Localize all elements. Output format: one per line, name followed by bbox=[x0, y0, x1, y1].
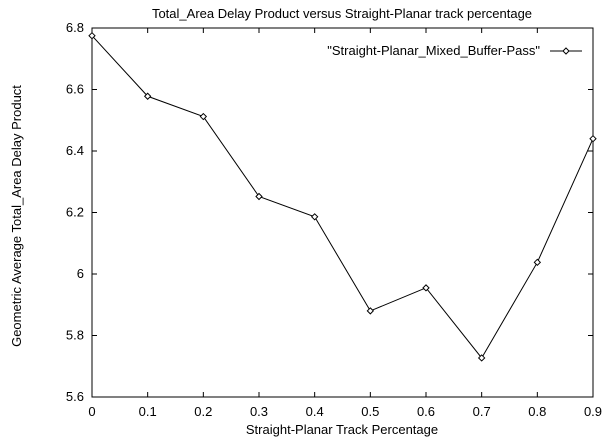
axis-ticks: 0 0.1 0.2 0.3 0.4 0.5 0.6 0.7 0.8 0.9 5.6 5.8 6 6.2 6.… bbox=[66, 20, 602, 419]
y-tick-label: 6 bbox=[77, 266, 84, 281]
data-point bbox=[310, 213, 319, 221]
x-axis-label: Straight-Planar Track Percentage bbox=[246, 422, 438, 437]
x-tick-label: 0.1 bbox=[139, 404, 157, 419]
y-tick-label: 5.8 bbox=[66, 328, 84, 343]
x-tick-label: 0.6 bbox=[417, 404, 435, 419]
data-point bbox=[199, 112, 208, 121]
data-point bbox=[589, 134, 597, 143]
data-point bbox=[533, 258, 542, 267]
x-tick-label: 0.7 bbox=[473, 404, 491, 419]
y-tick-label: 6.8 bbox=[66, 20, 84, 35]
data-point bbox=[88, 31, 96, 40]
y-tick-label: 6.4 bbox=[66, 143, 84, 158]
y-tick-label: 6.2 bbox=[66, 205, 84, 220]
legend-entry-label: "Straight-Planar_Mixed_Buffer-Pass" bbox=[327, 43, 540, 58]
data-point bbox=[477, 354, 486, 362]
data-point bbox=[422, 284, 430, 292]
data-point bbox=[255, 192, 263, 201]
y-tick-label: 6.6 bbox=[66, 82, 84, 97]
y-tick-label: 5.6 bbox=[66, 389, 84, 404]
x-tick-label: 0.2 bbox=[194, 404, 212, 419]
plot-frame bbox=[91, 27, 594, 398]
data-point bbox=[143, 92, 152, 100]
x-tick-label: 0 bbox=[88, 404, 95, 419]
y-axis-label: Geometric Average Total_Area Delay Produ… bbox=[9, 85, 24, 347]
x-tick-label: 0.3 bbox=[250, 404, 268, 419]
x-tick-label: 0.5 bbox=[361, 404, 379, 419]
series-group bbox=[88, 31, 597, 362]
data-point bbox=[366, 307, 375, 315]
x-tick-label: 0.4 bbox=[306, 404, 324, 419]
legend-marker-sample bbox=[562, 47, 570, 55]
series-line bbox=[91, 35, 594, 359]
x-tick-label: 0.8 bbox=[528, 404, 546, 419]
chart-title: Total_Area Delay Product versus Straight… bbox=[152, 6, 532, 21]
x-tick-label: 0.9 bbox=[584, 404, 602, 419]
legend: "Straight-Planar_Mixed_Buffer-Pass" bbox=[327, 43, 582, 58]
